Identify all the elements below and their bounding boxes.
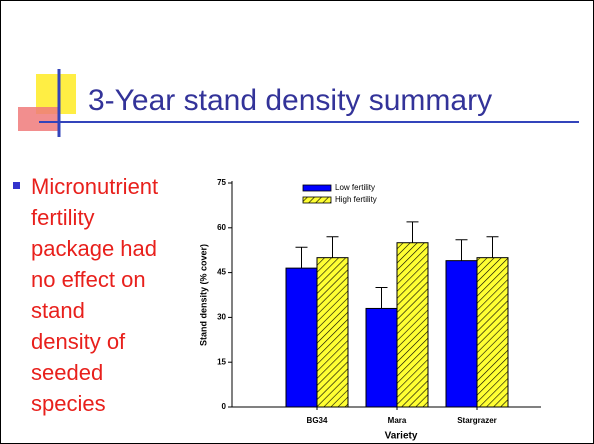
y-tick-label: 0 (222, 402, 227, 411)
x-axis-label: Variety (385, 431, 418, 442)
y-tick-label: 60 (217, 223, 226, 232)
bullet-line: density of (31, 329, 126, 354)
y-tick-label: 75 (217, 178, 226, 187)
x-tick-label: Mara (388, 416, 407, 425)
bullet-line: stand (31, 298, 85, 323)
error-bar (295, 246, 308, 269)
bullet-line: species (31, 391, 106, 416)
y-tick-label: 30 (217, 313, 226, 322)
error-bar (326, 236, 339, 258)
y-tick-label: 15 (217, 357, 226, 366)
bullet-text: Micronutrient fertility package had no effe… (31, 171, 158, 419)
bar (285, 267, 318, 408)
x-tick-label: Stargrazer (457, 416, 497, 425)
y-axis-label: Stand density (% cover) (198, 244, 208, 346)
bar (365, 307, 398, 408)
bullet-line: fertility (31, 205, 95, 230)
error-bar (455, 239, 468, 261)
error-bar (486, 236, 499, 258)
bar (396, 242, 429, 408)
bullet-line: Micronutrient (31, 174, 159, 199)
legend-swatch (302, 184, 332, 192)
bullet-marker (13, 182, 20, 189)
deco-rect (18, 107, 58, 131)
bar (316, 257, 349, 408)
x-tick-label: BG34 (307, 416, 328, 425)
legend-swatch (302, 196, 332, 204)
legend-label: Low fertility (335, 183, 375, 192)
error-bar (406, 221, 419, 243)
bar (445, 260, 478, 408)
bullet-line: no effect on (31, 267, 146, 292)
error-bar (375, 287, 388, 309)
bullet-line: seeded (31, 360, 104, 385)
bullet-line: package had (31, 236, 157, 261)
legend-label: High fertility (335, 195, 377, 204)
y-tick-label: 45 (217, 268, 226, 277)
bar (476, 257, 509, 408)
slide-title: 3-Year stand density summary (88, 84, 492, 117)
